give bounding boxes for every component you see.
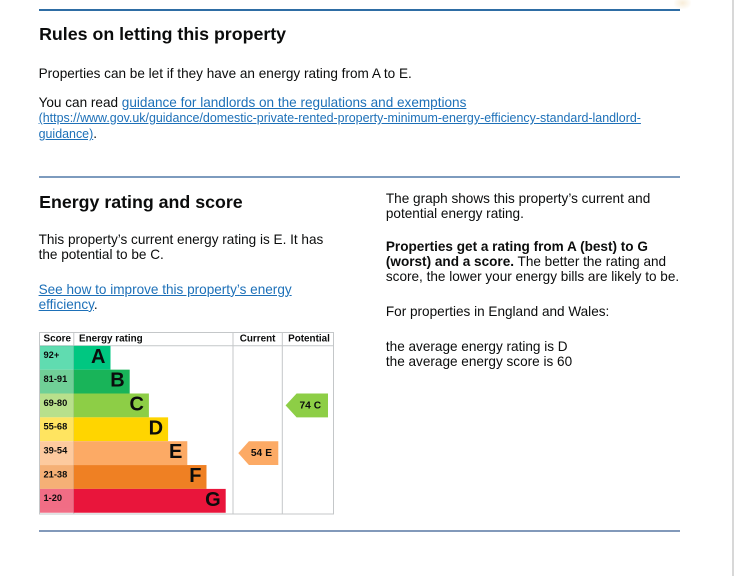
svg-text:A: A bbox=[91, 345, 105, 367]
svg-text:92+: 92+ bbox=[44, 350, 60, 360]
svg-text:Current: Current bbox=[240, 333, 276, 344]
svg-text:54: 54 bbox=[251, 448, 263, 459]
svg-text:E: E bbox=[169, 441, 182, 463]
svg-text:G: G bbox=[205, 488, 221, 510]
svg-text:69-80: 69-80 bbox=[44, 397, 68, 407]
svg-text:E: E bbox=[265, 448, 272, 459]
svg-text:B: B bbox=[110, 369, 124, 391]
svg-text:1-20: 1-20 bbox=[44, 493, 63, 503]
svg-text:39-54: 39-54 bbox=[44, 445, 69, 455]
svg-text:F: F bbox=[189, 465, 201, 487]
svg-text:Score: Score bbox=[44, 333, 72, 344]
svg-text:Energy rating: Energy rating bbox=[79, 333, 143, 344]
svg-text:21-38: 21-38 bbox=[44, 469, 68, 479]
svg-text:Potential: Potential bbox=[288, 333, 330, 344]
svg-text:D: D bbox=[149, 417, 163, 439]
svg-text:81-91: 81-91 bbox=[44, 373, 68, 383]
svg-text:74: 74 bbox=[300, 400, 312, 411]
svg-text:C: C bbox=[129, 393, 143, 415]
svg-text:55-68: 55-68 bbox=[44, 421, 68, 431]
svg-text:C: C bbox=[314, 400, 322, 411]
